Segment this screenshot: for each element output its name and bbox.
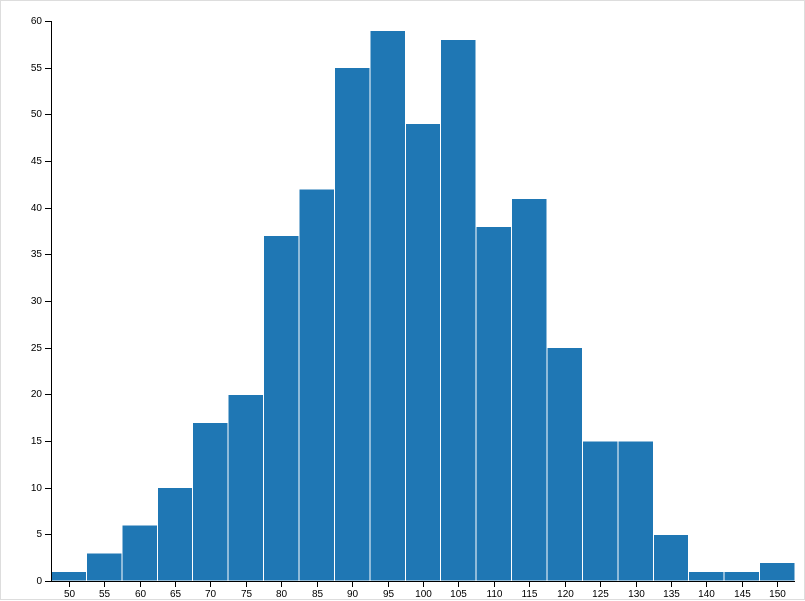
- x-tick-label-90: 90: [347, 589, 359, 600]
- y-tick-label-35: 35: [31, 249, 43, 260]
- histogram-bar-8: [333, 67, 371, 582]
- histogram-bar-10: [404, 123, 442, 582]
- y-axis: 0 5 10 15 20 25 30 35 40 45 50 55 60: [31, 16, 52, 587]
- histogram-bar-2: [121, 524, 158, 582]
- x-tick-label-135: 135: [663, 589, 680, 600]
- y-tick-label-25: 25: [31, 343, 43, 354]
- y-tick-label-10: 10: [31, 483, 43, 494]
- x-tick-label-100: 100: [415, 589, 432, 600]
- histogram-bar-5: [227, 393, 265, 582]
- x-axis: 50 55 60 65 70 75 80 85 90 95 100 105 110 115 120 125 13…: [51, 581, 795, 600]
- y-tick-label-40: 40: [31, 203, 43, 214]
- x-tick-label-110: 110: [487, 589, 503, 600]
- histogram-bar-13: [511, 197, 548, 582]
- y-tick-label-15: 15: [31, 436, 43, 447]
- histogram-bar-18: [688, 571, 725, 582]
- y-tick-label-30: 30: [31, 296, 43, 307]
- x-tick-label-60: 60: [135, 589, 147, 600]
- y-tick-label-45: 45: [31, 156, 43, 167]
- x-tick-label-130: 130: [628, 589, 645, 600]
- histogram-bar-6: [263, 235, 300, 582]
- y-tick-label-20: 20: [31, 389, 43, 400]
- x-tick-label-80: 80: [276, 589, 288, 600]
- histogram-bar-12: [475, 225, 513, 582]
- histogram-bar-3: [156, 487, 194, 582]
- histogram-bar-14: [546, 347, 583, 582]
- histogram-bar-4: [192, 421, 229, 582]
- histogram-bar-16: [617, 440, 654, 582]
- x-tick-label-75: 75: [241, 589, 253, 600]
- histogram-bar-0: [50, 571, 87, 582]
- x-tick-label-120: 120: [557, 589, 574, 600]
- x-tick-label-95: 95: [383, 589, 395, 600]
- x-tick-label-105: 105: [450, 589, 467, 600]
- x-tick-label-150: 150: [769, 589, 786, 600]
- histogram-bar-9: [369, 29, 406, 582]
- histogram-bar-1: [85, 552, 123, 582]
- x-tick-label-55: 55: [99, 589, 111, 600]
- histogram-bar-11: [440, 39, 477, 582]
- x-tick-label-145: 145: [734, 589, 751, 600]
- y-tick-label-5: 5: [36, 529, 42, 540]
- y-tick-label-55: 55: [31, 63, 43, 74]
- bars-group: [50, 29, 796, 582]
- x-tick-label-115: 115: [522, 589, 538, 600]
- histogram-bar-15: [581, 440, 619, 582]
- y-tick-label-50: 50: [31, 109, 43, 120]
- y-tick-label-0: 0: [36, 576, 42, 587]
- x-tick-label-85: 85: [312, 589, 324, 600]
- x-tick-label-70: 70: [205, 589, 217, 600]
- y-tick-label-60: 60: [31, 16, 43, 27]
- x-tick-label-140: 140: [698, 589, 715, 600]
- histogram-bar-17: [652, 533, 690, 582]
- histogram-bar-7: [298, 188, 335, 582]
- x-tick-label-125: 125: [592, 589, 609, 600]
- histogram-bar-20: [759, 561, 796, 582]
- x-tick-label-50: 50: [64, 589, 76, 600]
- histogram-bar-19: [723, 571, 761, 582]
- x-tick-label-65: 65: [170, 589, 182, 600]
